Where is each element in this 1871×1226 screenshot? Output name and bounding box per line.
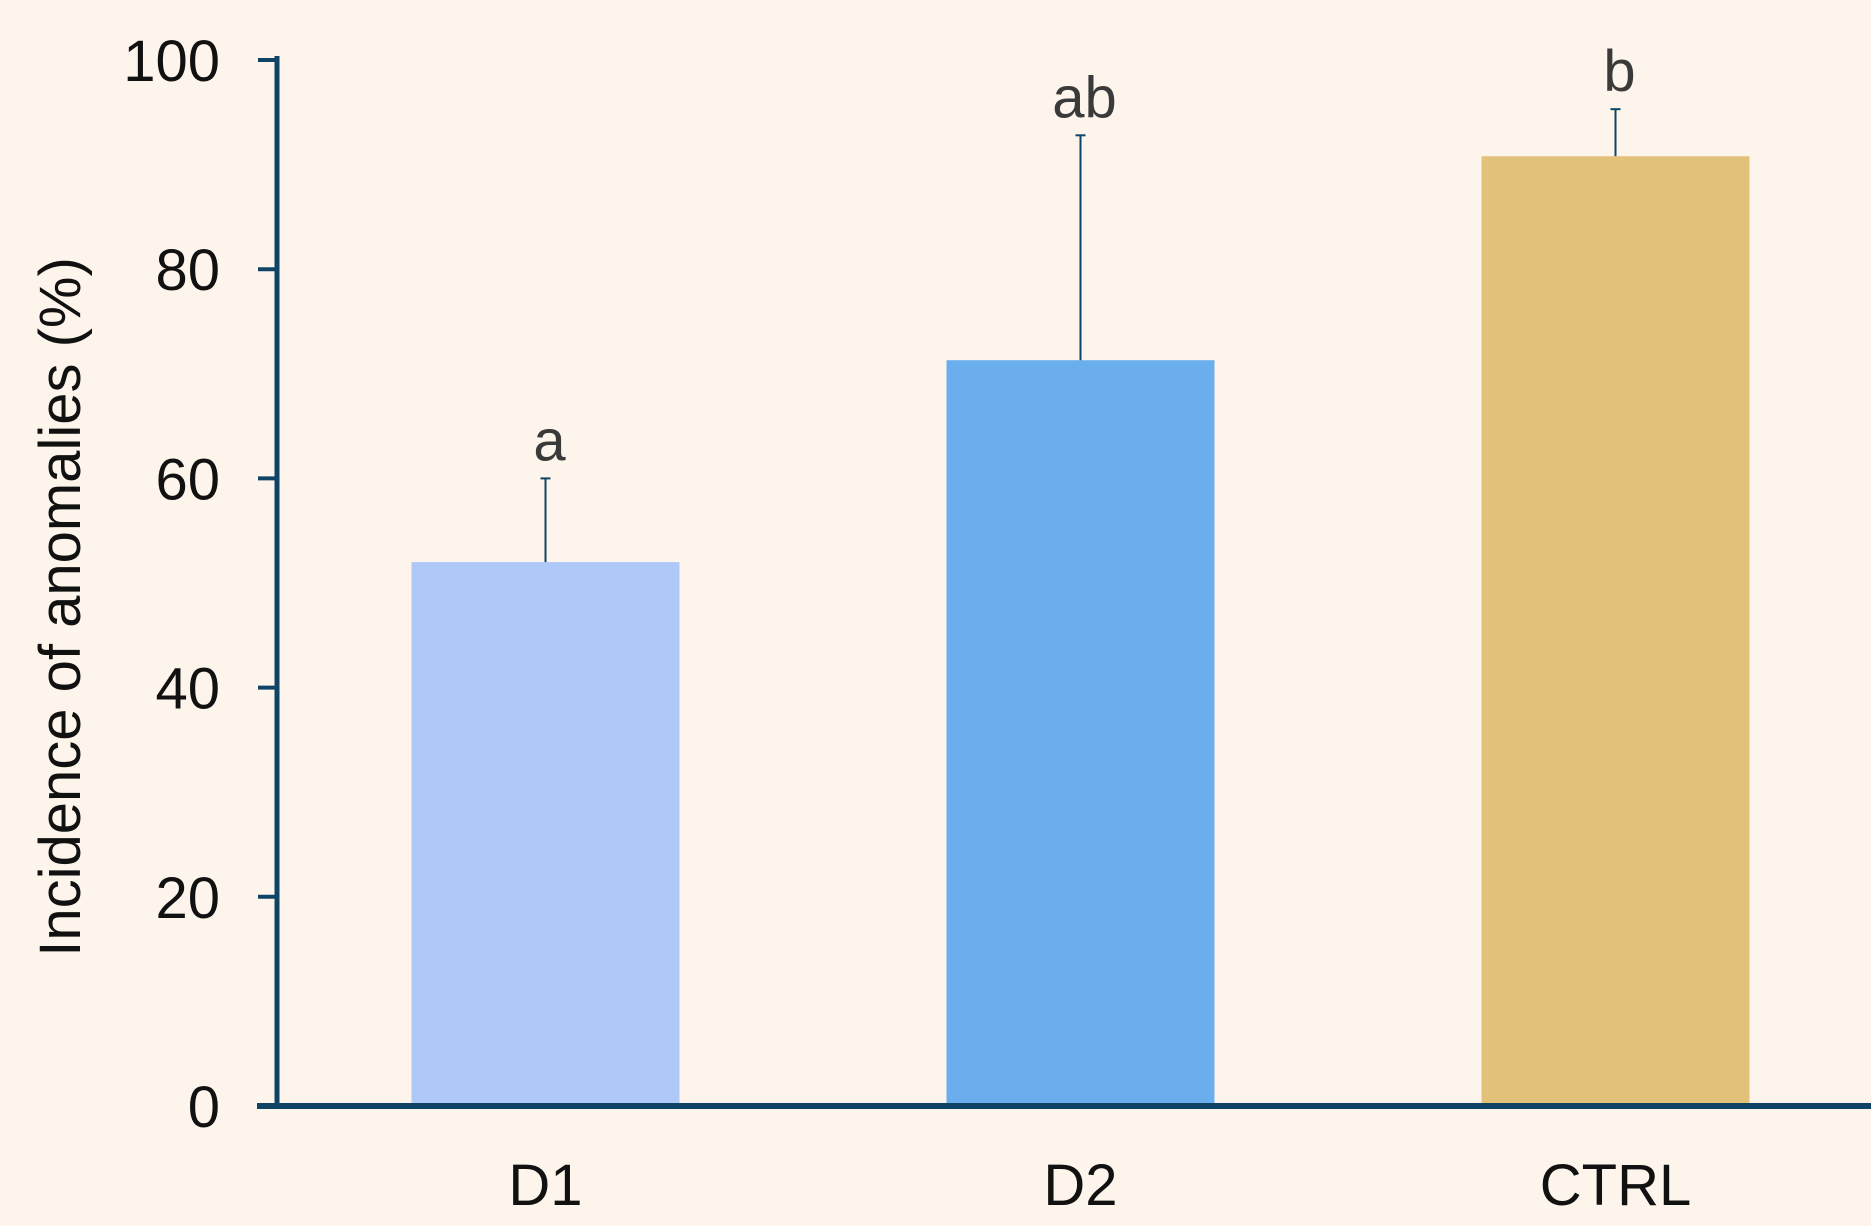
significance-label-d2: ab <box>1052 65 1117 130</box>
bar-ctrl <box>1481 156 1750 1106</box>
x-labels-group: D1 D2 CTRL <box>508 1153 1691 1218</box>
y-tick-label-60: 60 <box>155 447 220 512</box>
y-tick-label-0: 0 <box>188 1075 220 1140</box>
bar-d1 <box>411 562 680 1106</box>
y-tick-label-100: 100 <box>123 29 220 94</box>
error-bars-group <box>540 108 1621 563</box>
x-tick-label-ctrl: CTRL <box>1540 1153 1691 1218</box>
y-ticks-group: 0 20 40 60 80 100 <box>123 29 277 1140</box>
y-tick-label-80: 80 <box>155 238 220 303</box>
x-tick-label-d2: D2 <box>1043 1153 1117 1218</box>
significance-labels-group: a ab b <box>533 39 1635 473</box>
axes-group <box>257 56 1871 1109</box>
x-tick-label-d1: D1 <box>508 1153 582 1218</box>
significance-label-d1: a <box>533 408 566 473</box>
bars-group <box>411 156 1750 1106</box>
bar-d2 <box>946 360 1215 1106</box>
y-tick-label-40: 40 <box>155 657 220 722</box>
y-axis-title: Incidence of anomalies (%) <box>28 257 93 957</box>
y-tick-label-20: 20 <box>155 866 220 931</box>
significance-label-ctrl: b <box>1603 39 1635 104</box>
